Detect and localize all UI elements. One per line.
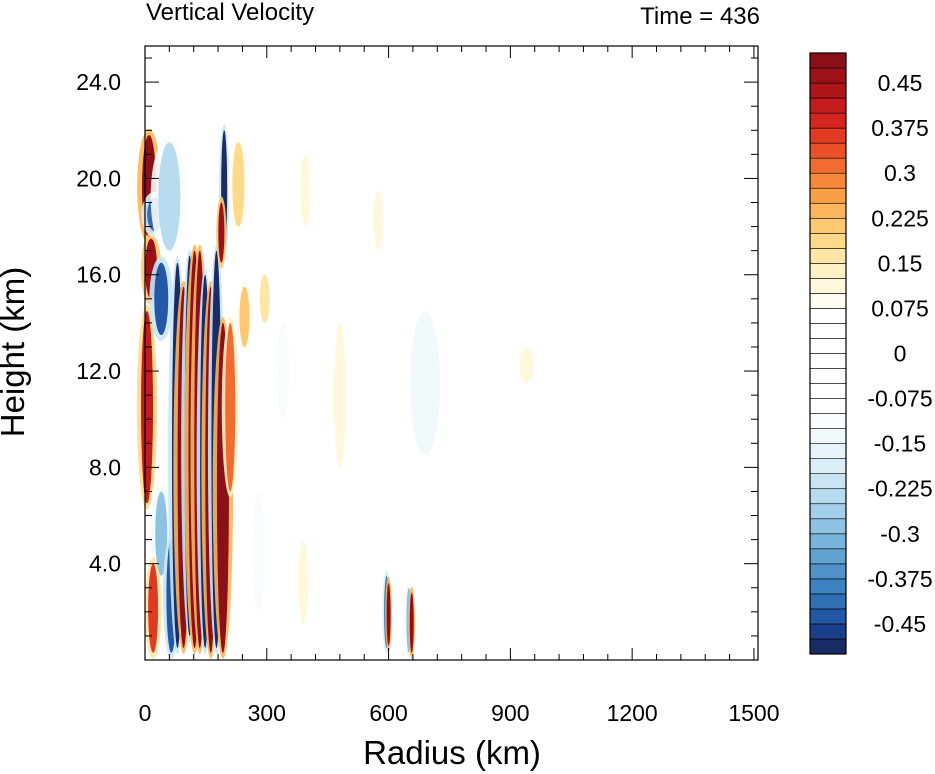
- field-feature-25: [272, 316, 294, 426]
- colorbar-swatch: [809, 443, 847, 459]
- field-feature-21: [228, 136, 249, 233]
- field-feature-35: [407, 172, 451, 257]
- colorbar-swatch: [809, 593, 847, 610]
- y-axis-label: Height (km): [0, 267, 31, 438]
- colorbar-swatch: [809, 368, 847, 384]
- colorbar-tick-label: 0.225: [871, 205, 929, 231]
- colorbar-tick-label: -0.15: [874, 431, 926, 457]
- colorbar-swatch: [809, 548, 847, 565]
- y-tick-label: 16.0: [76, 262, 121, 288]
- field-feature-26: [294, 533, 312, 630]
- colorbar-swatch: [809, 428, 847, 444]
- colorbar-swatch: [809, 112, 847, 129]
- colorbar-tick-label: 0.075: [871, 295, 929, 321]
- field-feature-36: [514, 340, 539, 390]
- colorbar-swatch: [809, 67, 847, 84]
- colorbar-tick-label: 0.375: [871, 115, 929, 141]
- colorbar-tick-label: -0.3: [880, 521, 920, 547]
- colorbar-swatch: [809, 533, 847, 550]
- colorbar-swatch: [809, 157, 847, 174]
- colorbar-swatch: [809, 278, 847, 294]
- colorbar-swatch: [809, 82, 847, 99]
- x-tick-label: 0: [139, 700, 152, 726]
- y-tick-label: 4.0: [89, 551, 121, 577]
- field-feature-24: [256, 268, 274, 329]
- field-feature-7: [144, 557, 162, 659]
- colorbar-swatch: [809, 323, 847, 339]
- colorbar-swatch: [809, 353, 847, 369]
- colorbar-tick-label: 0.3: [884, 160, 916, 186]
- colorbar-swatch: [809, 202, 847, 219]
- colorbar-swatch: [809, 413, 847, 429]
- colorbar-tick-label: -0.225: [867, 476, 932, 502]
- field-feature-20: [221, 316, 239, 498]
- field-feature-23: [248, 485, 269, 618]
- field-feature-34: [399, 304, 451, 462]
- colorbar-swatch: [809, 518, 847, 535]
- colorbar-tick-label: -0.075: [867, 386, 932, 412]
- colorbar-swatch: [809, 473, 847, 490]
- colorbar-swatch: [809, 127, 847, 144]
- colorbar-swatch: [809, 398, 847, 414]
- field-feature-31: [385, 576, 392, 652]
- chart-subtitle: Time = 436: [640, 3, 760, 30]
- colorbar-swatch: [809, 187, 847, 204]
- colorbar-swatch: [809, 383, 847, 399]
- colorbar-swatch: [809, 338, 847, 354]
- field-feature-28: [329, 316, 351, 474]
- plot-frame: [144, 45, 759, 661]
- plot-fill-layer: [136, 124, 539, 659]
- colorbar-swatch: [809, 308, 847, 324]
- colorbar-swatch: [809, 172, 847, 189]
- colorbar-tick-label: -0.45: [874, 611, 926, 637]
- x-tick-label: 300: [248, 700, 286, 726]
- colorbar-swatch: [809, 142, 847, 159]
- colorbar-swatch: [809, 293, 847, 309]
- x-tick-label: 900: [491, 700, 529, 726]
- colorbar-swatch: [809, 638, 847, 655]
- field-feature-4: [150, 136, 189, 257]
- colorbar-tick-label: 0.15: [878, 250, 923, 276]
- colorbar-swatch: [809, 458, 847, 474]
- plot-axes: 0 300 600 900 1200 1500 4.0 8.0 12.0 16.0 20.0 24.0: [76, 45, 780, 726]
- colorbar-swatch: [809, 563, 847, 580]
- field-feature-29: [369, 184, 387, 257]
- x-tick-label: 1200: [607, 700, 658, 726]
- field-feature-27: [296, 148, 314, 233]
- y-tick-label: 8.0: [89, 454, 121, 480]
- colorbar-frame: [809, 52, 847, 655]
- x-tick-label: 1500: [728, 700, 779, 726]
- colorbar-swatch: [809, 488, 847, 505]
- field-feature-22: [235, 280, 253, 353]
- colorbar-swatch: [809, 248, 847, 264]
- colorbar-swatch: [809, 503, 847, 520]
- x-axis-label: Radius (km): [363, 734, 541, 771]
- colorbar-swatch: [809, 623, 847, 640]
- field-feature-19: [216, 196, 227, 269]
- colorbar-swatch: [809, 578, 847, 595]
- y-tick-label: 12.0: [76, 358, 121, 384]
- colorbar-swatch: [809, 263, 847, 279]
- y-tick-label: 20.0: [76, 165, 121, 191]
- colorbar-tick-label: 0: [894, 341, 907, 367]
- colorbar-swatch: [809, 233, 847, 249]
- y-tick-label: 24.0: [76, 69, 121, 95]
- colorbar-swatch: [809, 97, 847, 114]
- x-tick-label: 600: [369, 700, 407, 726]
- colorbar-swatch: [809, 52, 847, 69]
- field-feature-33: [408, 586, 416, 659]
- colorbar-tick-label: -0.375: [867, 566, 932, 592]
- field-feature-5: [149, 256, 174, 341]
- colorbar: 0.45 0.375 0.3 0.225 0.15 0.075 0 -0.075 -0.15 -0…: [809, 52, 933, 655]
- field-feature-2: [136, 304, 158, 510]
- colorbar-tick-label: 0.45: [878, 70, 923, 96]
- colorbar-swatch: [809, 608, 847, 625]
- chart-title: Vertical Velocity: [146, 0, 314, 26]
- colorbar-swatch: [809, 217, 847, 234]
